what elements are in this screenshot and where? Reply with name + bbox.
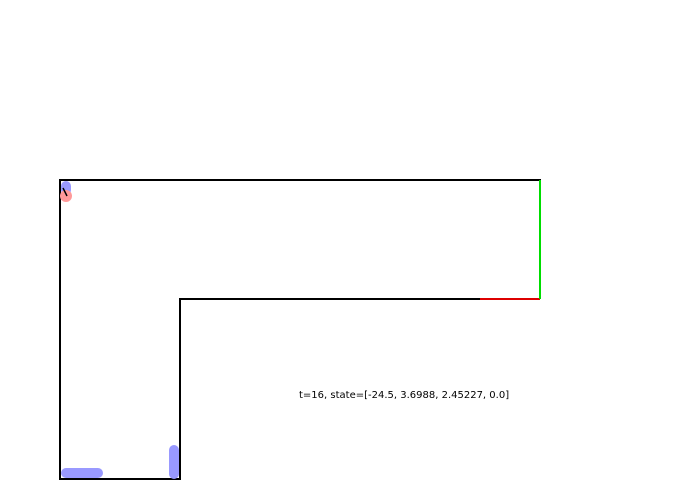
separator: , [324, 390, 331, 401]
agent-marker-icon [60, 187, 72, 202]
time-label: t=16 [299, 390, 325, 401]
status-readout: t=16, state=[-24.5, 3.6988, 2.45227, 0.0… [299, 389, 509, 403]
agent-body [60, 190, 72, 202]
trail [61, 181, 179, 479]
state-label: state=[-24.5, 3.6988, 2.45227, 0.0] [330, 390, 510, 401]
track-walls [59, 179, 541, 480]
agent-heading-icon [62, 187, 68, 197]
